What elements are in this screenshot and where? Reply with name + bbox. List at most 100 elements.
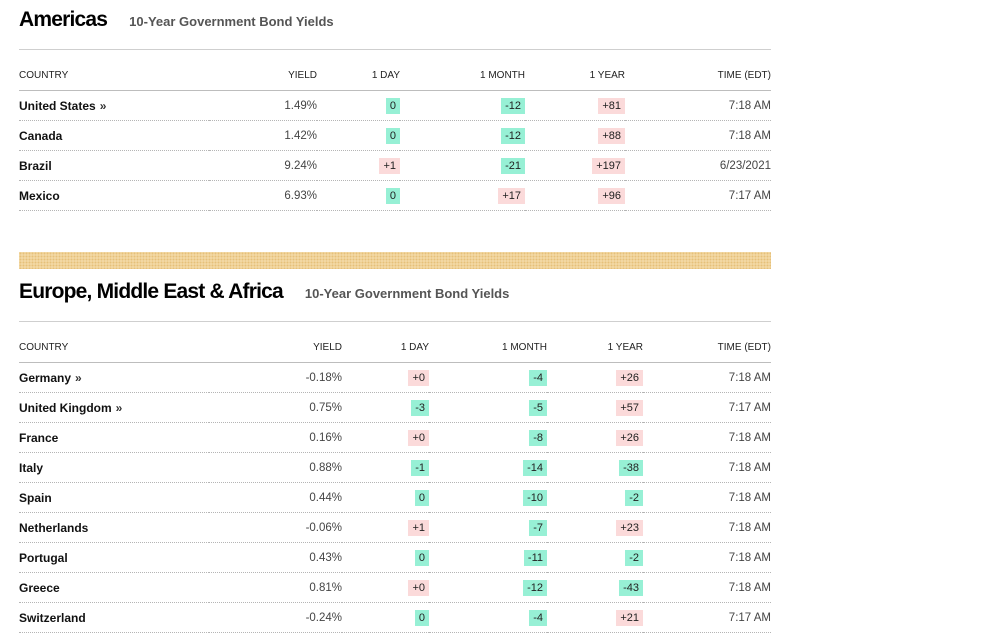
1month-change-cell: -4 [429,602,547,633]
col-1month[interactable]: 1 MONTH [429,332,547,363]
1month-change-cell: -12 [429,572,547,603]
table-row[interactable]: Greece 0.81% +0 -12 -43 7:18 AM [19,572,771,603]
country-name[interactable]: United States [19,98,96,113]
col-country[interactable]: COUNTRY [19,60,209,91]
1year-change-badge: +197 [592,157,625,174]
time-cell: 7:17 AM [625,180,771,211]
table-row[interactable]: Spain 0.44% 0 -10 -2 7:18 AM [19,482,771,513]
1day-change-badge: 0 [385,127,400,144]
country-cell[interactable]: United States» [19,90,209,121]
1month-change-badge: -8 [529,429,547,446]
1day-change-cell: -1 [342,452,429,483]
country-name: Spain [19,490,52,505]
country-cell: France [19,422,209,453]
table-row[interactable]: United Kingdom» 0.75% -3 -5 +57 7:17 AM [19,392,771,423]
1month-change-badge: -10 [523,489,547,506]
1month-change-cell: -12 [400,90,525,121]
1month-change-badge: -5 [529,399,547,416]
table-row[interactable]: Netherlands -0.06% +1 -7 +23 7:18 AM [19,512,771,543]
col-1day[interactable]: 1 DAY [342,332,429,363]
1day-change-cell: 0 [342,482,429,513]
emea-title: Europe, Middle East & Africa [19,280,284,303]
country-cell: Greece [19,572,209,603]
emea-table: COUNTRY YIELD 1 DAY 1 MONTH 1 YEAR TIME … [19,332,771,633]
1day-change-badge: 0 [414,609,429,626]
1day-change-badge: +0 [408,579,429,596]
table-row[interactable]: France 0.16% +0 -8 +26 7:18 AM [19,422,771,453]
1month-change-badge: -7 [529,519,547,536]
country-cell[interactable]: Germany» [19,362,209,393]
1month-change-badge: -14 [523,459,547,476]
1month-change-cell: -21 [400,150,525,181]
1day-change-badge: -1 [411,459,429,476]
americas-table: COUNTRY YIELD 1 DAY 1 MONTH 1 YEAR TIME … [19,60,771,211]
1month-change-cell: -8 [429,422,547,453]
1year-change-cell: +21 [547,602,643,633]
1year-change-badge: +21 [616,609,643,626]
1year-change-cell: -38 [547,452,643,483]
time-cell: 6/23/2021 [625,150,771,181]
yield-cell: 1.49% [209,90,317,121]
1year-change-cell: +81 [525,90,625,121]
col-yield[interactable]: YIELD [209,60,317,91]
country-link-arrow-icon[interactable]: » [75,370,82,385]
1year-change-badge: -2 [625,489,643,506]
col-time[interactable]: TIME (EDT) [625,60,771,91]
table-row[interactable]: Italy 0.88% -1 -14 -38 7:18 AM [19,452,771,483]
col-1year[interactable]: 1 YEAR [547,332,643,363]
table-row[interactable]: Switzerland -0.24% 0 -4 +21 7:17 AM [19,602,771,633]
table-row[interactable]: Portugal 0.43% 0 -11 -2 7:18 AM [19,542,771,573]
1month-change-cell: -7 [429,512,547,543]
col-yield[interactable]: YIELD [209,332,342,363]
col-1year[interactable]: 1 YEAR [525,60,625,91]
americas-header: Americas 10-Year Government Bond Yields [19,8,334,48]
emea-divider [19,321,771,322]
1year-change-cell: -2 [547,542,643,573]
1year-change-cell: +26 [547,362,643,393]
col-country[interactable]: COUNTRY [19,332,209,363]
col-time[interactable]: TIME (EDT) [643,332,771,363]
1day-change-badge: 0 [414,489,429,506]
emea-header-row: COUNTRY YIELD 1 DAY 1 MONTH 1 YEAR TIME … [19,332,771,363]
country-cell: Italy [19,452,209,483]
country-cell: Netherlands [19,512,209,543]
americas-subtitle: 10-Year Government Bond Yields [129,14,334,29]
country-name[interactable]: Germany [19,370,72,385]
col-1day[interactable]: 1 DAY [317,60,400,91]
col-1month[interactable]: 1 MONTH [400,60,525,91]
yield-cell: 6.93% [209,180,317,211]
1day-change-cell: +0 [342,572,429,603]
1year-change-badge: +23 [616,519,643,536]
country-link-arrow-icon[interactable]: » [99,98,107,113]
country-cell: Portugal [19,542,209,573]
country-link-arrow-icon[interactable]: » [115,400,123,415]
1month-change-cell: -5 [429,392,547,423]
americas-header-row: COUNTRY YIELD 1 DAY 1 MONTH 1 YEAR TIME … [19,60,771,91]
1day-change-badge: -3 [411,399,429,416]
table-row[interactable]: Canada 1.42% 0 -12 +88 7:18 AM [19,120,771,151]
1year-change-badge: +26 [616,429,643,446]
country-name: Switzerland [19,610,86,625]
1month-change-cell: -10 [429,482,547,513]
table-row[interactable]: Brazil 9.24% +1 -21 +197 6/23/2021 [19,150,771,181]
time-cell: 7:17 AM [643,392,771,423]
emea-subtitle: 10-Year Government Bond Yields [304,286,510,301]
country-name: Portugal [19,550,68,565]
country-name[interactable]: United Kingdom [19,400,112,415]
americas-title: Americas [19,8,108,31]
table-row[interactable]: Germany» -0.18% +0 -4 +26 7:18 AM [19,362,771,393]
1day-change-badge: +0 [408,369,429,386]
table-row[interactable]: Mexico 6.93% 0 +17 +96 7:17 AM [19,180,771,211]
table-row[interactable]: United States» 1.49% 0 -12 +81 7:18 AM [19,90,771,121]
1day-change-badge: +0 [408,429,429,446]
1day-change-cell: 0 [342,602,429,633]
time-cell: 7:18 AM [625,90,771,121]
country-cell[interactable]: United Kingdom» [19,392,209,423]
time-cell: 7:18 AM [643,452,771,483]
1year-change-cell: +57 [547,392,643,423]
1month-change-cell: -4 [429,362,547,393]
1month-change-badge: -12 [523,579,547,596]
1day-change-badge: +1 [408,519,429,536]
country-name: Greece [19,580,60,595]
yield-cell: 0.43% [209,542,342,573]
